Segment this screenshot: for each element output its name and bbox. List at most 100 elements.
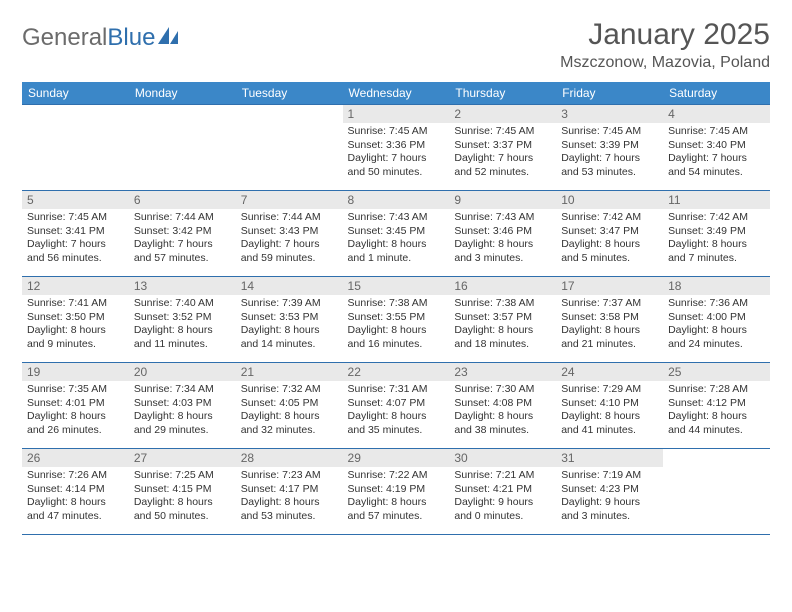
day-number: 2 [449, 105, 556, 123]
daylight-line2: and 14 minutes. [241, 338, 338, 352]
daylight-line2: and 7 minutes. [668, 252, 765, 266]
sunrise-text: Sunrise: 7:26 AM [27, 469, 124, 483]
sunrise-text: Sunrise: 7:28 AM [668, 383, 765, 397]
sunset-text: Sunset: 3:47 PM [561, 225, 658, 239]
day-content: Sunrise: 7:38 AMSunset: 3:57 PMDaylight:… [449, 295, 556, 356]
daylight-line1: Daylight: 8 hours [348, 324, 445, 338]
calendar-day: 2Sunrise: 7:45 AMSunset: 3:37 PMDaylight… [449, 105, 556, 191]
sunrise-text: Sunrise: 7:39 AM [241, 297, 338, 311]
sunrise-text: Sunrise: 7:34 AM [134, 383, 231, 397]
calendar-day: 10Sunrise: 7:42 AMSunset: 3:47 PMDayligh… [556, 191, 663, 277]
sunset-text: Sunset: 4:00 PM [668, 311, 765, 325]
daylight-line2: and 21 minutes. [561, 338, 658, 352]
sunrise-text: Sunrise: 7:42 AM [561, 211, 658, 225]
day-content: Sunrise: 7:29 AMSunset: 4:10 PMDaylight:… [556, 381, 663, 442]
day-number: 29 [343, 449, 450, 467]
calendar-week: 1Sunrise: 7:45 AMSunset: 3:36 PMDaylight… [22, 105, 770, 191]
sunset-text: Sunset: 3:50 PM [27, 311, 124, 325]
sunrise-text: Sunrise: 7:25 AM [134, 469, 231, 483]
daylight-line2: and 29 minutes. [134, 424, 231, 438]
daylight-line1: Daylight: 7 hours [241, 238, 338, 252]
calendar-day: 7Sunrise: 7:44 AMSunset: 3:43 PMDaylight… [236, 191, 343, 277]
day-number: 11 [663, 191, 770, 209]
calendar-day: 23Sunrise: 7:30 AMSunset: 4:08 PMDayligh… [449, 363, 556, 449]
calendar-body: 1Sunrise: 7:45 AMSunset: 3:36 PMDaylight… [22, 105, 770, 535]
day-content: Sunrise: 7:25 AMSunset: 4:15 PMDaylight:… [129, 467, 236, 528]
daylight-line2: and 59 minutes. [241, 252, 338, 266]
sunrise-text: Sunrise: 7:44 AM [241, 211, 338, 225]
location-text: Mszczonow, Mazovia, Poland [560, 54, 770, 72]
day-number: 13 [129, 277, 236, 295]
sunset-text: Sunset: 4:21 PM [454, 483, 551, 497]
daylight-line2: and 52 minutes. [454, 166, 551, 180]
calendar-day: 26Sunrise: 7:26 AMSunset: 4:14 PMDayligh… [22, 449, 129, 535]
title-block: January 2025 Mszczonow, Mazovia, Poland [560, 18, 770, 72]
sunset-text: Sunset: 4:12 PM [668, 397, 765, 411]
logo-text-general: General [22, 24, 107, 52]
sunrise-text: Sunrise: 7:23 AM [241, 469, 338, 483]
sunrise-text: Sunrise: 7:38 AM [348, 297, 445, 311]
daylight-line2: and 9 minutes. [27, 338, 124, 352]
daylight-line1: Daylight: 8 hours [348, 238, 445, 252]
daylight-line2: and 26 minutes. [27, 424, 124, 438]
sunrise-text: Sunrise: 7:30 AM [454, 383, 551, 397]
sunset-text: Sunset: 3:39 PM [561, 139, 658, 153]
sunset-text: Sunset: 4:07 PM [348, 397, 445, 411]
day-number: 17 [556, 277, 663, 295]
calendar-day: 9Sunrise: 7:43 AMSunset: 3:46 PMDaylight… [449, 191, 556, 277]
sunrise-text: Sunrise: 7:31 AM [348, 383, 445, 397]
sunset-text: Sunset: 3:41 PM [27, 225, 124, 239]
day-number: 18 [663, 277, 770, 295]
daylight-line1: Daylight: 8 hours [134, 496, 231, 510]
day-content: Sunrise: 7:36 AMSunset: 4:00 PMDaylight:… [663, 295, 770, 356]
daylight-line1: Daylight: 8 hours [454, 238, 551, 252]
header: GeneralBlue January 2025 Mszczonow, Mazo… [22, 18, 770, 72]
daylight-line2: and 50 minutes. [348, 166, 445, 180]
sail-icon [158, 24, 180, 52]
day-number: 8 [343, 191, 450, 209]
day-content: Sunrise: 7:35 AMSunset: 4:01 PMDaylight:… [22, 381, 129, 442]
day-content: Sunrise: 7:40 AMSunset: 3:52 PMDaylight:… [129, 295, 236, 356]
day-content: Sunrise: 7:26 AMSunset: 4:14 PMDaylight:… [22, 467, 129, 528]
day-content: Sunrise: 7:44 AMSunset: 3:42 PMDaylight:… [129, 209, 236, 270]
calendar-day: 20Sunrise: 7:34 AMSunset: 4:03 PMDayligh… [129, 363, 236, 449]
day-number: 15 [343, 277, 450, 295]
daylight-line2: and 18 minutes. [454, 338, 551, 352]
calendar-day [129, 105, 236, 191]
day-content: Sunrise: 7:45 AMSunset: 3:40 PMDaylight:… [663, 123, 770, 184]
daylight-line1: Daylight: 7 hours [668, 152, 765, 166]
sunset-text: Sunset: 4:23 PM [561, 483, 658, 497]
calendar-day: 6Sunrise: 7:44 AMSunset: 3:42 PMDaylight… [129, 191, 236, 277]
daylight-line2: and 16 minutes. [348, 338, 445, 352]
calendar-day: 28Sunrise: 7:23 AMSunset: 4:17 PMDayligh… [236, 449, 343, 535]
daylight-line2: and 53 minutes. [241, 510, 338, 524]
calendar-day: 16Sunrise: 7:38 AMSunset: 3:57 PMDayligh… [449, 277, 556, 363]
day-header: Thursday [449, 82, 556, 105]
day-number: 10 [556, 191, 663, 209]
calendar-day: 15Sunrise: 7:38 AMSunset: 3:55 PMDayligh… [343, 277, 450, 363]
sunrise-text: Sunrise: 7:43 AM [454, 211, 551, 225]
daylight-line1: Daylight: 8 hours [134, 410, 231, 424]
calendar-day: 17Sunrise: 7:37 AMSunset: 3:58 PMDayligh… [556, 277, 663, 363]
sunrise-text: Sunrise: 7:45 AM [27, 211, 124, 225]
day-content [129, 123, 236, 129]
day-header: Sunday [22, 82, 129, 105]
sunset-text: Sunset: 3:36 PM [348, 139, 445, 153]
calendar-day: 30Sunrise: 7:21 AMSunset: 4:21 PMDayligh… [449, 449, 556, 535]
day-number: 28 [236, 449, 343, 467]
day-number: 6 [129, 191, 236, 209]
sunrise-text: Sunrise: 7:29 AM [561, 383, 658, 397]
day-content: Sunrise: 7:43 AMSunset: 3:46 PMDaylight:… [449, 209, 556, 270]
day-content: Sunrise: 7:38 AMSunset: 3:55 PMDaylight:… [343, 295, 450, 356]
sunrise-text: Sunrise: 7:43 AM [348, 211, 445, 225]
day-number: 3 [556, 105, 663, 123]
calendar-day: 4Sunrise: 7:45 AMSunset: 3:40 PMDaylight… [663, 105, 770, 191]
sunset-text: Sunset: 3:37 PM [454, 139, 551, 153]
daylight-line1: Daylight: 8 hours [27, 324, 124, 338]
daylight-line2: and 3 minutes. [561, 510, 658, 524]
calendar-week: 5Sunrise: 7:45 AMSunset: 3:41 PMDaylight… [22, 191, 770, 277]
sunset-text: Sunset: 4:17 PM [241, 483, 338, 497]
day-content: Sunrise: 7:19 AMSunset: 4:23 PMDaylight:… [556, 467, 663, 528]
sunrise-text: Sunrise: 7:41 AM [27, 297, 124, 311]
daylight-line2: and 56 minutes. [27, 252, 124, 266]
